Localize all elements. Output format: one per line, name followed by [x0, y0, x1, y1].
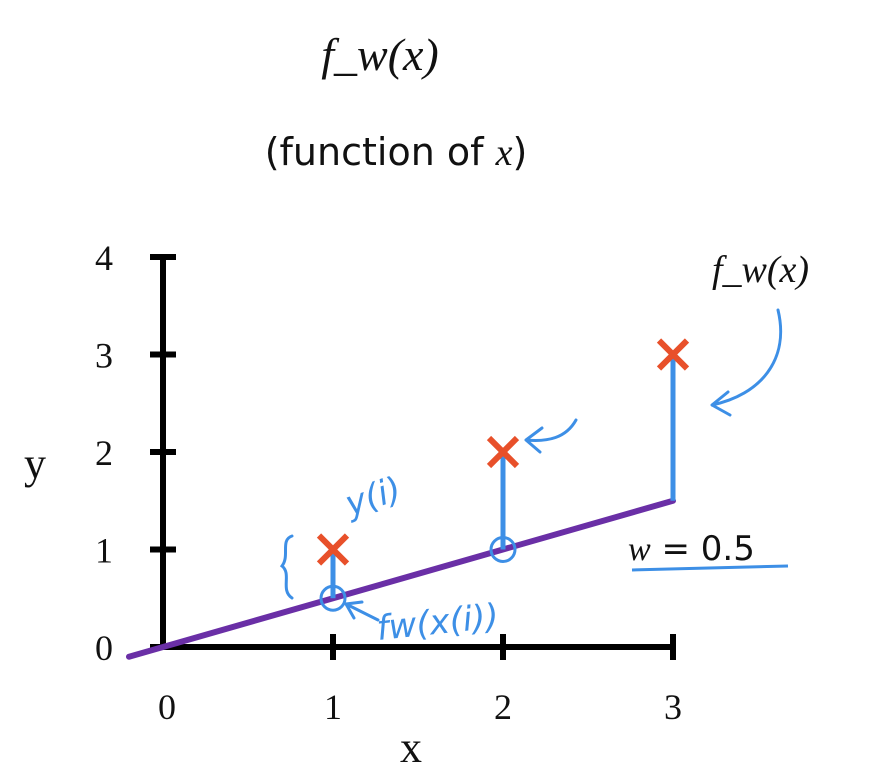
data-point-stroke-b [316, 533, 350, 566]
y-axis-label: y [24, 439, 46, 488]
w-value: = 0.5 [651, 529, 755, 569]
fw-xi-annotation: fw(x(i)) [375, 596, 501, 649]
subtitle: (function of x) [0, 130, 792, 175]
y-tick-label-3: 3 [95, 336, 113, 376]
y-tick-label-1: 1 [95, 531, 113, 571]
w-value-label: w = 0.5 [628, 529, 755, 569]
prediction-pointer-arrow [344, 600, 380, 622]
y-tick-label-4: 4 [95, 238, 113, 278]
formula-title: f_w(x) [0, 28, 760, 81]
x-axis-label: x [400, 723, 422, 772]
axes [160, 257, 673, 650]
subtitle-suffix: ) [512, 130, 528, 174]
w-symbol: w [628, 531, 651, 568]
y-tick-label-2: 2 [95, 433, 113, 473]
data-points [316, 338, 690, 566]
prediction-circle-2 [489, 536, 517, 563]
subtitle-var: x [495, 132, 513, 174]
w-underline [631, 564, 789, 572]
prediction-markers [319, 536, 517, 612]
model-line-group [126, 497, 676, 660]
brace-mark [279, 534, 294, 600]
x-tick-label-3: 3 [664, 687, 682, 727]
y-tick-label-0: 0 [95, 628, 113, 668]
data-point-1 [316, 533, 350, 566]
x-tick-label-1: 1 [324, 687, 342, 727]
y-i-annotation: y(i) [339, 469, 406, 525]
prediction-circle-1 [319, 584, 347, 612]
data-point-3 [656, 338, 690, 371]
subtitle-prefix: (function of [264, 130, 496, 174]
fw-line-label: f_w(x) [712, 249, 809, 291]
formula-text: f_w(x) [321, 29, 439, 80]
data-point-2 [486, 435, 520, 469]
data-point-stroke-b [486, 435, 520, 469]
x-tick-label-2: 2 [494, 687, 512, 727]
data-point-stroke-b [656, 338, 690, 371]
fw-pointer-arrow [710, 308, 783, 417]
ticks: 0 1 2 3 4 0 1 2 3 [95, 238, 682, 727]
error-bars [330, 354, 676, 599]
model-line [126, 497, 676, 660]
x-tick-label-0: 0 [158, 687, 176, 727]
point-pointer-arrow [524, 418, 578, 454]
